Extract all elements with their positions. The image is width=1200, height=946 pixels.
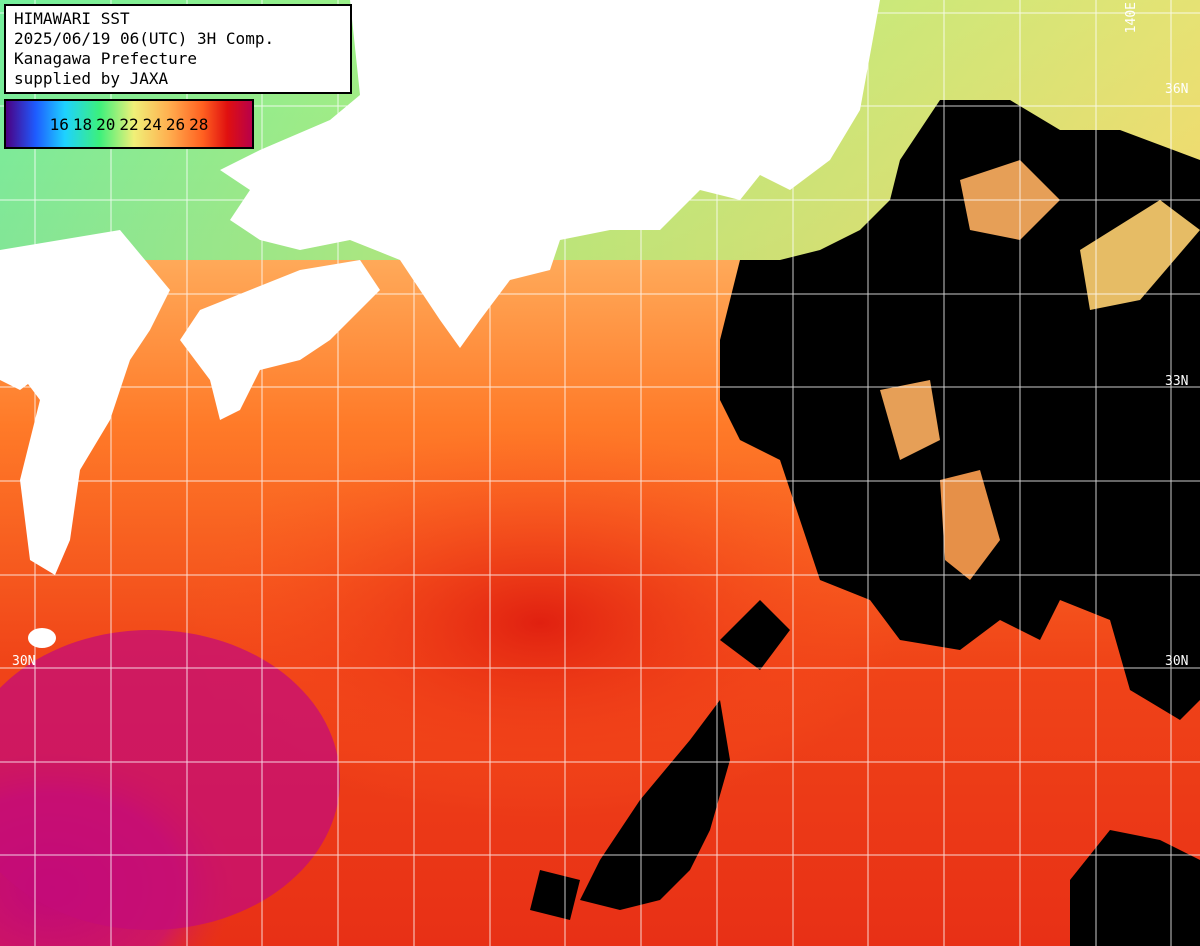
title-line-product: HIMAWARI SST: [14, 9, 130, 28]
lon-label-140e: 140E: [1124, 2, 1139, 34]
cloud-mask-southeast: [1070, 830, 1200, 946]
legend-tick: 24: [142, 114, 162, 134]
lon-label-136e: 136E: [483, 2, 498, 34]
lat-label-30n-right: 30N: [1165, 654, 1189, 669]
legend-tick: 26: [165, 114, 186, 134]
title-box: HIMAWARI SST 2025/06/19 06(UTC) 3H Comp.…: [4, 4, 352, 94]
cloud-mask-east: [720, 100, 1200, 720]
legend-tick: 16: [49, 114, 69, 134]
land-honshu: [220, 0, 880, 348]
warm-patch-east3: [940, 470, 1000, 580]
title-line-source: supplied by JAXA: [14, 69, 169, 88]
legend-tick: 22: [119, 114, 139, 134]
lat-label-36n-right: 36N: [1165, 82, 1189, 97]
lat-label-30n-left: 30N: [12, 654, 36, 669]
lat-label-33n-right: 33N: [1165, 374, 1189, 389]
warm-patch-east4: [880, 380, 940, 460]
cloud-mask-south: [580, 700, 730, 910]
title-line-agency: Kanagawa Prefecture: [14, 49, 198, 68]
title-line-datetime: 2025/06/19 06(UTC) 3H Comp.: [14, 29, 275, 48]
cloud-mask-south2: [530, 870, 580, 920]
land-shikoku: [180, 260, 380, 420]
color-scale-legend: 16 18 20 22 24 26 28: [4, 99, 254, 149]
warm-patch-east2: [1080, 200, 1200, 310]
land-izu: [778, 128, 802, 172]
cloud-mask-mid: [720, 600, 790, 670]
legend-tick: 20: [96, 114, 116, 134]
land-kyushu-north: [0, 300, 130, 390]
legend-tick: 28: [189, 114, 209, 134]
land-island: [28, 628, 56, 648]
legend-tick: 18: [72, 114, 93, 134]
